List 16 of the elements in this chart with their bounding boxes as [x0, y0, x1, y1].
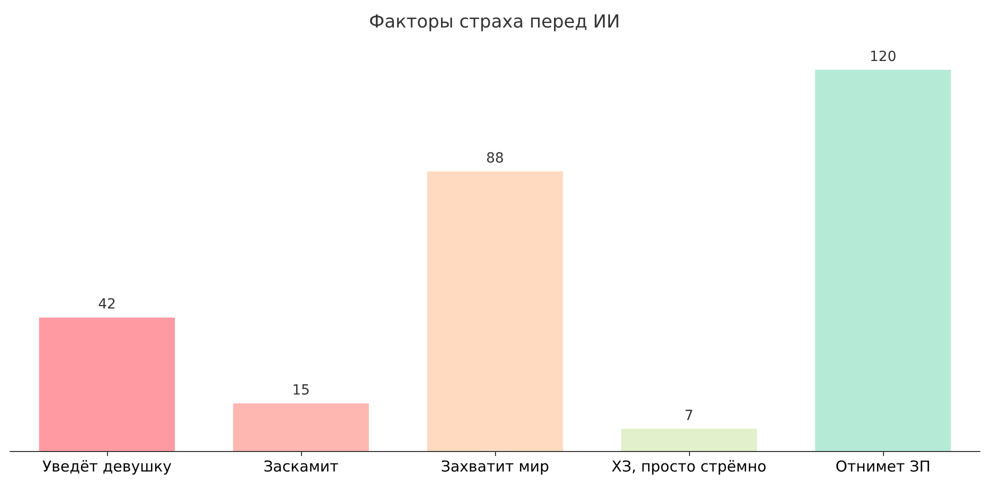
data-label: 15: [292, 382, 310, 398]
data-label: 88: [486, 150, 504, 166]
chart-title: Факторы страха перед ИИ: [369, 12, 620, 32]
data-label: 7: [684, 408, 694, 424]
data-label: 120: [870, 48, 896, 65]
data-label: 42: [98, 296, 116, 313]
x-tick-label: Захватит мир: [440, 458, 550, 476]
bar: [39, 318, 175, 451]
bar: [233, 403, 369, 451]
bar: [621, 428, 757, 451]
x-tick-label: Заскамит: [263, 458, 339, 476]
x-tick-label: Отнимет ЗП: [835, 458, 931, 476]
x-tick-label: Уведёт девушку: [42, 458, 172, 476]
bar: [815, 70, 951, 451]
bar: [427, 171, 563, 451]
x-tick-label: ХЗ, просто стрёмно: [612, 458, 766, 476]
